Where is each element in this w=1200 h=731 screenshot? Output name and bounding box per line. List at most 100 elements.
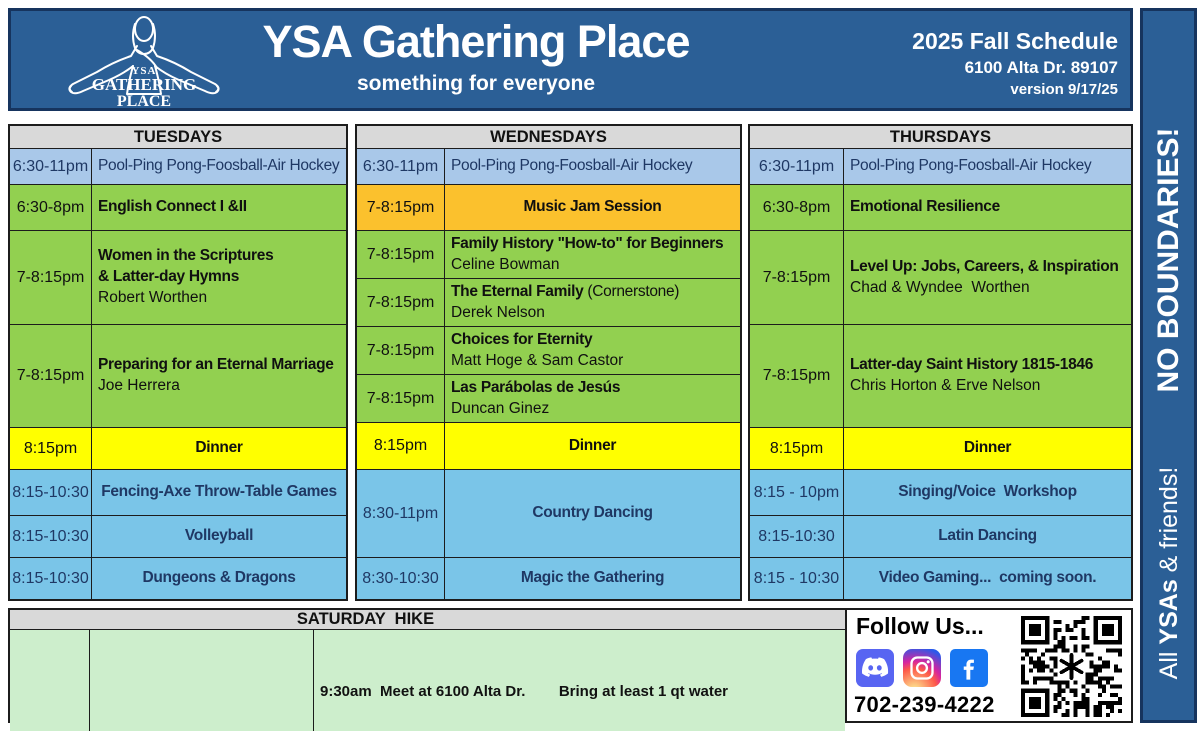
schedule-row: 6:30-11pm Pool-Ping Pong-Foosball-Air Hoc… <box>357 148 740 184</box>
event-presenter: Joe Herrera <box>98 377 180 394</box>
time-cell: 6:30-11pm <box>10 149 92 184</box>
hike-location: Fletcher Canyon at Mt. Charleston <box>90 630 314 731</box>
time-cell: 7-8:15pm <box>10 325 92 427</box>
event-title: Dungeons & Dragons <box>142 569 296 587</box>
event-cell: Las Parábolas de Jesús Duncan Ginez <box>445 375 740 422</box>
schedule-row: 6:30-8pm Emotional Resilience <box>750 184 1131 230</box>
event-title: Women in the Scriptures & Latter-day Hym… <box>98 247 274 286</box>
hike-itinerary: 9:30am Meet at 6100 Alta Dr. 9:45am Leav… <box>320 630 535 731</box>
schedule-row: 6:30-8pm English Connect I &II <box>10 184 346 230</box>
event-cell: Singing/Voice Workshop <box>844 470 1131 515</box>
event-title: Dinner <box>568 436 617 454</box>
event-cell: Latter-day Saint History 1815-1846 Chris … <box>844 325 1131 427</box>
social-icons <box>856 649 988 687</box>
day-column-thursdays: THURSDAYS 6:30-11pm Pool-Ping Pong-Foosbal… <box>748 124 1133 601</box>
logo-line-1: YSA <box>131 65 156 77</box>
schedule-row: 8:15-10:30 Dungeons & Dragons <box>10 557 346 599</box>
saturday-header: SATURDAY HIKE <box>10 610 845 630</box>
schedule-row: 7-8:15pm Latter-day Saint History 1815-18… <box>750 324 1131 427</box>
side-banner-secondary: All YSAs & friends! <box>1154 466 1183 680</box>
schedule-row: 8:15-10:30 Latin Dancing <box>750 515 1131 557</box>
event-title: Fencing-Axe Throw-Table Games <box>101 483 337 501</box>
event-cell: Dinner <box>844 428 1131 469</box>
event-title: Country Dancing <box>532 504 653 522</box>
event-presenter: Derek Nelson <box>451 303 545 321</box>
event-cell: Pool-Ping Pong-Foosball-Air Hockey <box>844 149 1131 184</box>
day-header: WEDNESDAYS <box>357 126 740 148</box>
event-cell: English Connect I &II <box>92 185 346 230</box>
event-cell: Latin Dancing <box>844 516 1131 557</box>
event-title: Volleyball <box>184 527 254 545</box>
saturday-hike-section: SATURDAY HIKE 9/27/2025 Fletcher Canyon … <box>10 610 847 731</box>
event-cell: The Eternal Family (Cornerstone) Derek Ne… <box>445 279 740 326</box>
event-title: Pool-Ping Pong-Foosball-Air Hockey <box>850 157 1092 175</box>
schedule-row: 7-8:15pm Level Up: Jobs, Careers, & Inspi… <box>750 230 1131 324</box>
hike-notes: Bring at least 1 qt water Bring snacks a… <box>559 630 778 731</box>
schedule-title: 2025 Fall Schedule <box>912 28 1118 54</box>
time-cell: 8:15 - 10pm <box>750 470 844 515</box>
event-cell: Family History "How-to" for Beginners Cel… <box>445 231 740 278</box>
event-cell: Dungeons & Dragons <box>92 558 346 599</box>
day-header: TUESDAYS <box>10 126 346 148</box>
event-title: Magic the Gathering <box>520 569 665 587</box>
note-line: Bring at least 1 qt water <box>558 682 729 700</box>
schedule-info: 2025 Fall Schedule 6100 Alta Dr. 89107 v… <box>912 28 1118 98</box>
day-header: THURSDAYS <box>750 126 1131 148</box>
event-title: Music Jam Session <box>523 198 662 216</box>
page-title: YSA Gathering Place <box>262 16 691 67</box>
schedule-row: 8:15-10:30 Volleyball <box>10 515 346 557</box>
time-cell: 7-8:15pm <box>357 231 445 278</box>
event-cell: Emotional Resilience <box>844 185 1131 230</box>
event-title: Pool-Ping Pong-Foosball-Air Hockey <box>98 157 340 175</box>
page-subtitle: something for everyone <box>356 72 596 96</box>
time-cell: 8:15-10:30 <box>10 558 92 599</box>
logo-line-3: PLACE <box>117 93 171 110</box>
event-cell: Magic the Gathering <box>445 558 740 599</box>
header-banner: YSA GATHERING PLACE YSA Gathering Place … <box>8 8 1133 111</box>
hike-date: 9/27/2025 <box>10 630 90 731</box>
follow-label: Follow Us... <box>856 613 984 639</box>
schedule-row: 8:15 - 10:30 Video Gaming... coming soon. <box>750 557 1131 599</box>
event-title: Las Parábolas de Jesús <box>451 378 621 396</box>
time-cell: 7-8:15pm <box>357 327 445 374</box>
event-title-note: (Cornerstone) <box>583 282 680 300</box>
time-cell: 8:15-10:30 <box>750 516 844 557</box>
event-title: Preparing for an Eternal Marriage <box>98 356 334 374</box>
day-column-wednesdays: WEDNESDAYS 6:30-11pm Pool-Ping Pong-Foosba… <box>355 124 742 601</box>
itinerary-line: 9:30am Meet at 6100 Alta Dr. <box>320 682 526 700</box>
qr-code[interactable] <box>1021 616 1122 717</box>
facebook-icon[interactable] <box>950 649 988 687</box>
event-presenter: Robert Worthen <box>98 288 208 306</box>
event-presenter: Celine Bowman <box>451 255 560 273</box>
discord-icon[interactable] <box>856 649 894 687</box>
qr-pattern <box>1021 616 1122 717</box>
schedule-row: 7-8:15pm The Eternal Family (Cornerstone)… <box>357 278 740 326</box>
event-title: Dinner <box>195 439 243 457</box>
time-cell: 8:30-11pm <box>357 470 445 557</box>
event-cell: Fencing-Axe Throw-Table Games <box>92 470 346 515</box>
schedule-row: 7-8:15pm Family History "How-to" for Begi… <box>357 230 740 278</box>
time-cell: 6:30-11pm <box>750 149 844 184</box>
time-cell: 8:15pm <box>750 428 844 469</box>
phone-number[interactable]: 702-239-4222 <box>854 692 995 717</box>
instagram-icon[interactable] <box>903 649 941 687</box>
time-cell: 7-8:15pm <box>357 185 445 230</box>
event-cell: Video Gaming... coming soon. <box>844 558 1131 599</box>
schedule-row: 7-8:15pm Preparing for an Eternal Marriag… <box>10 324 346 427</box>
time-cell: 7-8:15pm <box>750 231 844 324</box>
event-cell: Choices for Eternity Matt Hoge & Sam Cast… <box>445 327 740 374</box>
event-title: Level Up: Jobs, Careers, & Inspiration <box>850 257 1119 275</box>
event-title: Pool-Ping Pong-Foosball-Air Hockey <box>451 157 693 175</box>
schedule-row: 8:15-10:30 Fencing-Axe Throw-Table Games <box>10 469 346 515</box>
schedule-row: 6:30-11pm Pool-Ping Pong-Foosball-Air Hoc… <box>10 148 346 184</box>
schedule-row: 8:15 - 10pm Singing/Voice Workshop <box>750 469 1131 515</box>
event-cell: Pool-Ping Pong-Foosball-Air Hockey <box>445 149 740 184</box>
event-title: Family History "How-to" for Beginners <box>451 234 724 252</box>
event-title: Latin Dancing <box>938 527 1037 545</box>
schedule-row: 6:30-11pm Pool-Ping Pong-Foosball-Air Hoc… <box>750 148 1131 184</box>
christ-open-arms-icon: YSA GATHERING PLACE <box>68 16 220 110</box>
title-block: YSA Gathering Place something for everyo… <box>211 16 741 96</box>
time-cell: 7-8:15pm <box>750 325 844 427</box>
time-cell: 6:30-8pm <box>10 185 92 230</box>
